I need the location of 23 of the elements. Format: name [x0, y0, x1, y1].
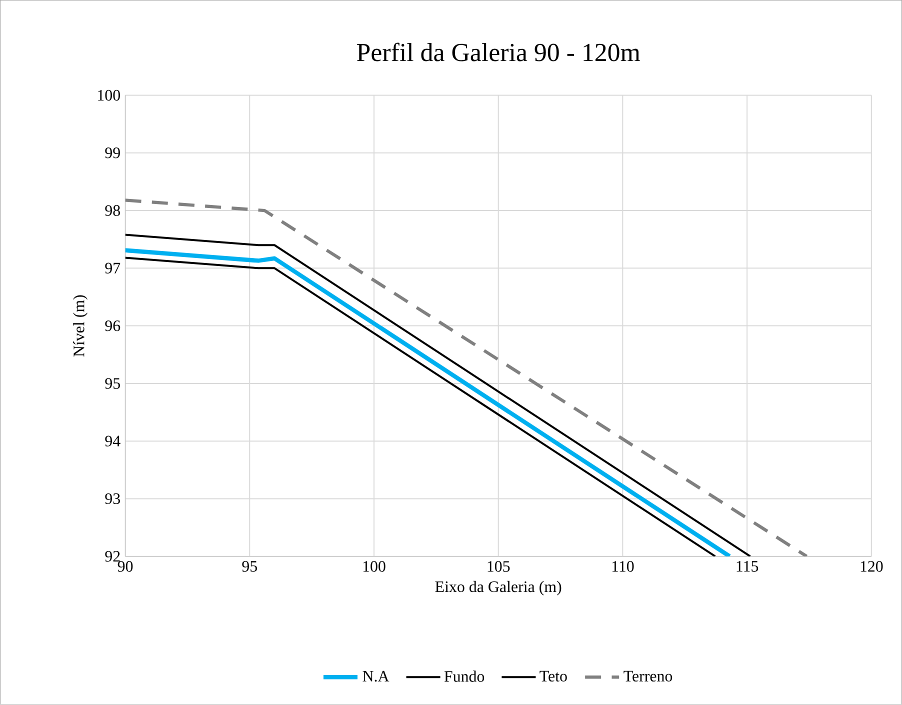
y-tick-label: 100 [98, 90, 120, 101]
x-tick-label: 95 [242, 561, 257, 572]
y-tick-label: 96 [105, 320, 120, 332]
x-tick-label: 90 [118, 561, 133, 572]
chart-title: Perfil da Galeria 90 - 120m [357, 42, 640, 62]
legend-label: Teto [540, 671, 567, 682]
y-tick-label: 98 [105, 205, 120, 216]
x-tick-label: 100 [363, 561, 386, 572]
y-axis-title: Nível (m) [73, 295, 88, 357]
x-tick-label: 115 [736, 561, 758, 572]
y-tick-label: 95 [105, 378, 120, 389]
x-tick-label: 110 [612, 561, 634, 572]
y-tick-label: 94 [105, 436, 120, 447]
y-tick-label: 93 [105, 494, 120, 504]
y-tick-label: 97 [105, 263, 120, 274]
y-tick-label: 92 [105, 551, 120, 562]
y-tick-label: 99 [105, 148, 120, 158]
x-tick-label: 120 [860, 561, 883, 572]
x-axis-title: Eixo da Galeria (m) [435, 581, 562, 596]
legend-label: Terreno [624, 671, 672, 682]
x-tick-label: 105 [488, 561, 510, 572]
legend-label: Fundo [444, 670, 484, 682]
legend-label: N.A [362, 671, 390, 682]
